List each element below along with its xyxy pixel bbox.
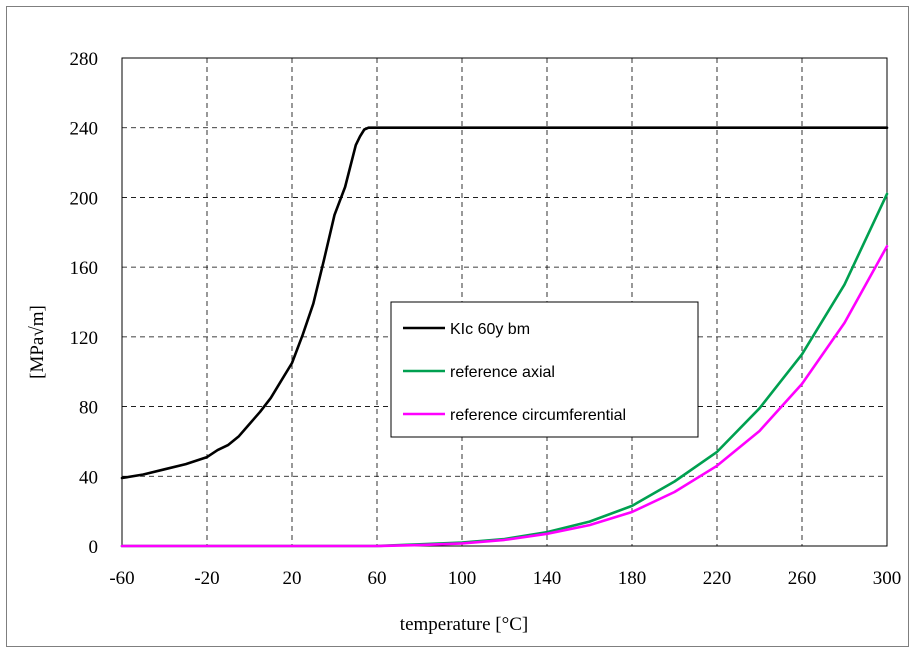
y-tick-label: 0 — [89, 537, 99, 558]
series-line-circumferential — [120, 244, 889, 548]
legend-label-kic: KIc 60y bm — [450, 321, 530, 338]
y-tick-label: 80 — [79, 398, 98, 419]
series-line-kic — [120, 126, 889, 480]
x-tick-label: 140 — [533, 568, 562, 589]
y-axis-label: [MPa√m] — [27, 305, 48, 379]
y-tick-label: 200 — [70, 188, 99, 209]
legend-label-axial: reference axial — [450, 364, 555, 381]
x-axis-label: temperature [°C] — [400, 614, 528, 635]
y-tick-label: 240 — [70, 119, 99, 140]
x-tick-label: 60 — [368, 568, 387, 589]
y-tick-label: 40 — [79, 467, 98, 488]
x-tick-label: -20 — [194, 568, 219, 589]
x-tick-label: 100 — [448, 568, 477, 589]
x-tick-label: 180 — [618, 568, 647, 589]
x-tick-label: 220 — [703, 568, 732, 589]
y-tick-label: 280 — [70, 49, 99, 70]
plot-area-border — [121, 57, 888, 547]
x-tick-label: -60 — [109, 568, 134, 589]
legend-label-circumferential: reference circumferential — [450, 407, 626, 424]
x-axis-tick-labels: -60 -20 20 60 100 140 180 220 260 300 — [109, 568, 901, 589]
y-tick-label: 160 — [70, 258, 99, 279]
y-axis-tick-labels: 0 40 80 120 160 200 240 280 — [70, 49, 99, 558]
legend: KIc 60y bm reference axial reference cir… — [390, 301, 699, 438]
x-tick-label: 300 — [873, 568, 902, 589]
y-tick-label: 120 — [70, 328, 99, 349]
x-tick-label: 260 — [788, 568, 817, 589]
x-tick-label: 20 — [283, 568, 302, 589]
series-layer — [120, 126, 889, 548]
